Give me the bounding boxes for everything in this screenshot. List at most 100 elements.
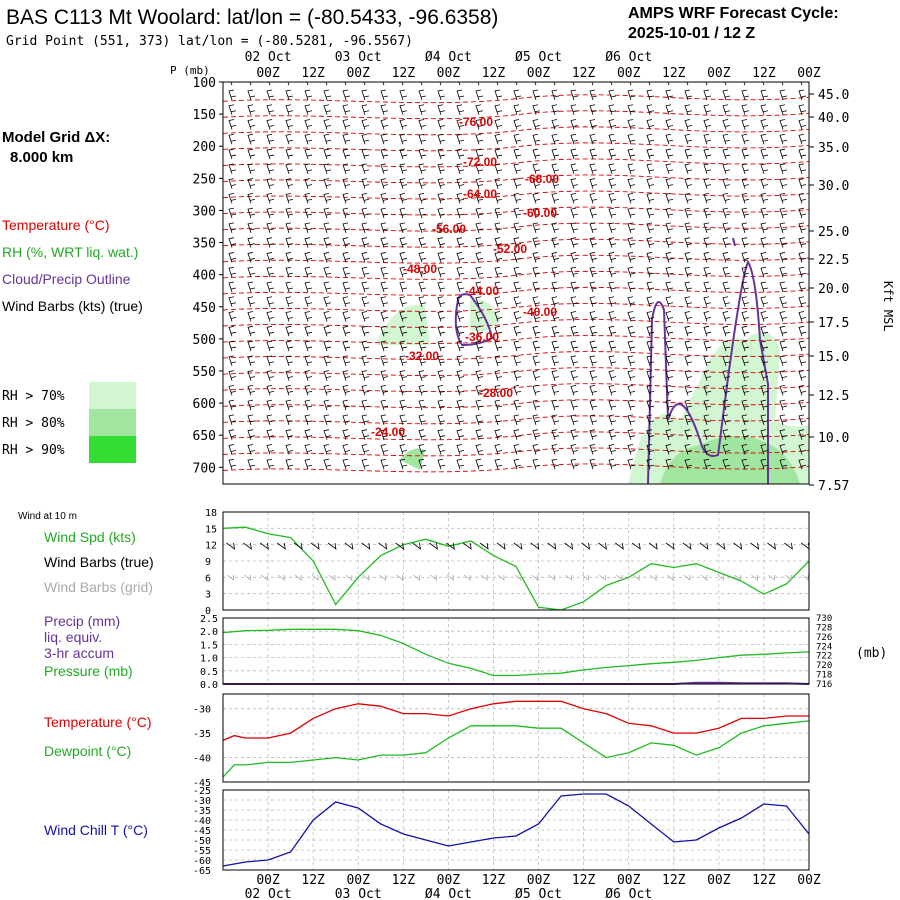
wind-barb [399,266,408,278]
wind-barb [494,163,503,174]
true-wind-barb [598,542,607,550]
wind-barb [323,266,332,278]
wind-tick-label: 3 [205,590,211,601]
wind-barb [646,252,655,263]
wind-barb [399,148,408,160]
true-wind-barb [260,542,269,550]
wind-barb [228,252,237,263]
top-hour-label: 12Z [482,66,506,81]
wind-barb [513,296,522,307]
chill-tick-label: -65 [193,866,211,877]
grid-wind-barb [649,574,657,581]
wind-barb [399,355,408,366]
wind-barb [646,89,655,101]
wind-barb [646,311,655,322]
wind-barb [285,311,294,322]
wind-barb [665,178,674,189]
wind-barb [646,237,655,248]
true-wind-barb [429,542,438,550]
wind-barb [342,252,351,263]
true-wind-barb [564,542,574,550]
wind-barb [399,89,408,101]
wind-barb [741,429,750,440]
wind-barb [266,104,275,115]
precip-tick-label: 0.5 [200,667,218,678]
wind-barb [589,89,598,101]
wind-barb [646,340,655,352]
wind-barb [703,207,712,219]
wind-barb [513,148,522,160]
cloud-legend-label: Cloud/Precip Outline [2,271,131,287]
wind-barb [247,133,256,145]
wind-barb [589,296,598,307]
grid-wind-barb [700,574,708,581]
wind-barb [361,89,370,101]
wind-barb [722,384,731,396]
wind-barb [589,163,598,174]
temp-tick-label: -45 [193,778,211,789]
wind-barb [798,207,807,219]
wind-barb [323,458,332,470]
wind-barb [627,384,636,396]
true-wind-barb [243,542,252,550]
wind-barb [722,222,731,234]
grid-wind-barb [294,574,302,581]
wind-barb [361,148,370,160]
wind-barb [608,222,617,234]
wind-barb [418,458,427,470]
wind-barb [741,296,750,307]
wind-barb [475,296,484,307]
panel-bg [223,694,809,782]
wind-barb [380,178,389,189]
wind-barb [285,325,294,337]
wind-barb [798,311,807,322]
wind-barb [722,104,731,115]
wind-barb [513,119,522,130]
top-hour-label: 00Z [256,66,280,81]
wind-barb [741,384,750,396]
wind-barb [665,355,674,366]
wind-barb [342,340,351,352]
wind-barb [513,222,522,234]
true-wind-barb [479,542,489,550]
wind-barb [532,119,541,130]
wind-barb [437,119,446,130]
wind-barb [475,458,484,470]
wind-barb [247,311,256,322]
wind-barb [456,414,465,426]
height-axis-title: Kft MSL [881,281,895,332]
wind-barb [361,444,370,455]
wind-barb [684,133,693,145]
wind-barb [646,207,655,219]
wind-barb [551,281,560,293]
wind-barb [589,266,598,278]
wind-barb [437,252,446,263]
wind-barb [779,370,788,381]
wind-barb [798,178,807,189]
wind-barb [741,119,750,130]
wind-barb [285,414,294,426]
wind-barb [646,414,655,426]
top-hour-label: 00Z [797,66,821,81]
wind-barb [418,178,427,189]
true-wind-barb [784,542,793,550]
wind-barb [798,119,807,130]
temperature-contour [223,238,809,248]
wind-barb [608,104,617,115]
wind-barb [285,163,294,174]
wind-barb [570,148,579,160]
wind-barb [437,414,446,426]
wind-barb [285,192,294,204]
rh-legend-label: RH (%, WRT liq. wat.) [2,244,138,260]
wind-barb [361,370,370,381]
wind-barb [437,133,446,145]
wind-barb [589,311,598,322]
wind-barb [323,384,332,396]
wind-barb [646,370,655,381]
wind-barb [779,89,788,101]
wind-barb [456,266,465,278]
wind-barb [532,237,541,248]
wind-barb [551,163,560,174]
wind-barb [304,207,313,219]
wind-barb [494,89,503,101]
